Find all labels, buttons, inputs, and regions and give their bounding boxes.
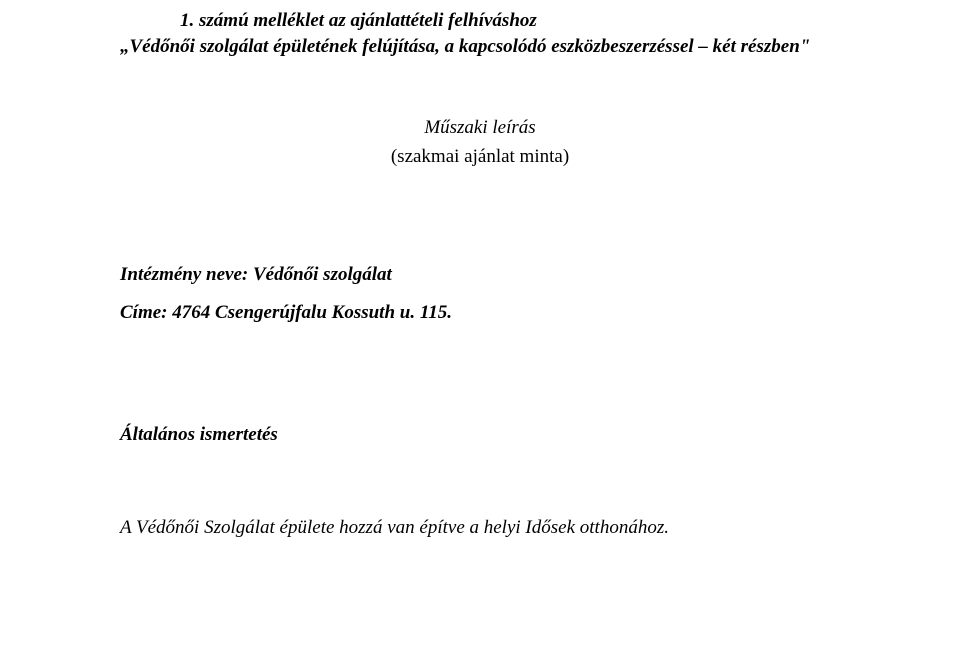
document-title-line: „Védőnői szolgálat épületének felújítása… bbox=[120, 34, 840, 60]
body-block: Intézmény neve: Védőnői szolgálat Címe: … bbox=[120, 261, 840, 541]
document-page: 1. számú melléklet az ajánlattételi felh… bbox=[0, 0, 960, 651]
document-header: 1. számú melléklet az ajánlattételi felh… bbox=[120, 0, 840, 59]
annex-number-line: 1. számú melléklet az ajánlattételi felh… bbox=[180, 8, 840, 34]
subtitle-block: Műszaki leírás (szakmai ajánlat minta) bbox=[120, 114, 840, 171]
general-description-body: A Védőnői Szolgálat épülete hozzá van ép… bbox=[120, 514, 840, 542]
general-description-heading: Általános ismertetés bbox=[120, 421, 840, 449]
institution-address: Címe: 4764 Csengerújfalu Kossuth u. 115. bbox=[120, 299, 840, 327]
institution-name: Intézmény neve: Védőnői szolgálat bbox=[120, 261, 840, 289]
technical-description-heading: Műszaki leírás bbox=[120, 114, 840, 143]
sample-note: (szakmai ajánlat minta) bbox=[120, 143, 840, 172]
